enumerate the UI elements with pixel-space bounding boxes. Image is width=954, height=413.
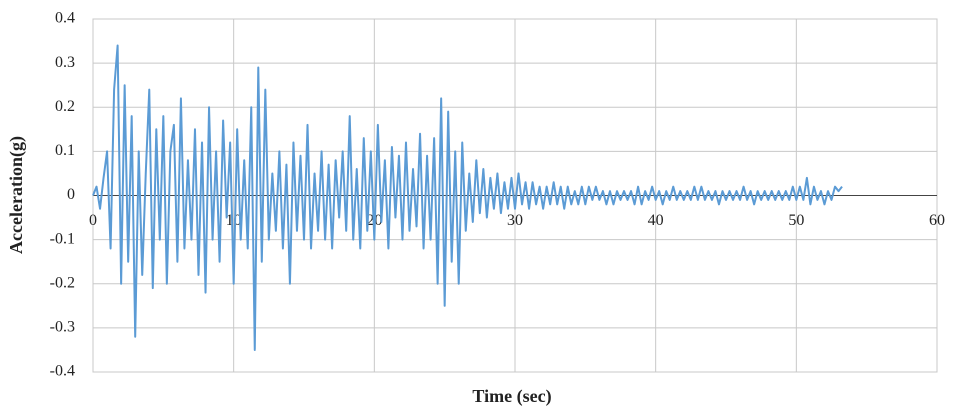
x-tick-label: 40: [648, 212, 664, 229]
x-tick-label: 60: [929, 212, 945, 229]
y-tick-label: -0.3: [50, 319, 75, 336]
x-tick-label: 30: [507, 212, 523, 229]
y-tick-label: 0.1: [55, 142, 75, 159]
x-axis-title: Time (sec): [472, 386, 551, 407]
x-tick-label: 0: [89, 212, 97, 229]
y-axis-title: Acceleration(g): [6, 136, 27, 254]
x-tick-label: 10: [226, 212, 242, 229]
x-tick-label: 50: [788, 212, 804, 229]
y-tick-label: 0: [67, 186, 75, 203]
y-tick-label: 0.3: [55, 54, 75, 71]
y-tick-label: 0.4: [55, 10, 75, 27]
y-tick-label: 0.2: [55, 98, 75, 115]
y-tick-label: -0.4: [50, 363, 75, 380]
data-line: [92, 44, 843, 351]
y-tick-label: -0.1: [50, 230, 75, 247]
y-tick-label: -0.2: [50, 274, 75, 291]
